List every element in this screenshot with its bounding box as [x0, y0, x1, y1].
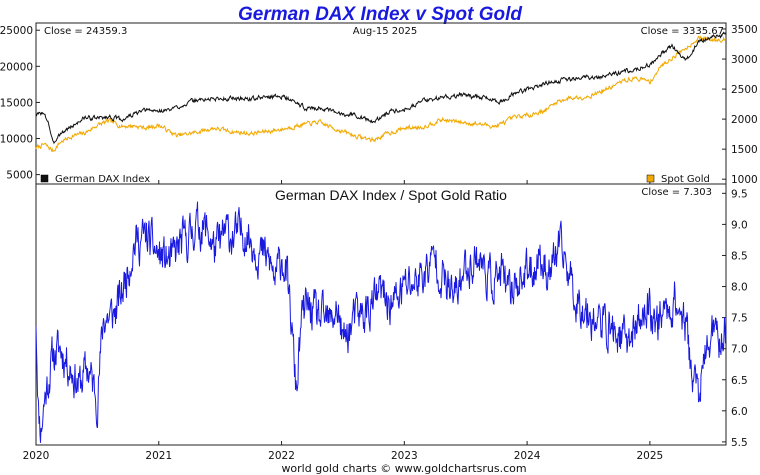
top-left-tick-label: 5000: [6, 170, 33, 182]
top-left-tick-label: 20000: [0, 61, 33, 73]
bottom-panel-frame: [35, 183, 727, 446]
legend-dax-label: German DAX Index: [55, 174, 150, 185]
ratio-tick-label: 8.0: [731, 282, 748, 294]
legend-gold-swatch: [646, 174, 655, 183]
top-right-tick-label: 3000: [731, 54, 758, 66]
top-left-tick-label: 25000: [0, 25, 33, 37]
ratio-tick-label: 6.5: [731, 375, 748, 387]
top-right-tick-label: 2500: [731, 84, 758, 96]
gold-close-annotation: Close = 3335.67: [641, 26, 724, 37]
bottom-series-group: [35, 201, 727, 443]
ratio-tick-label: 5.5: [731, 437, 748, 449]
bottom-right-axis: 5.5 6.0 6.5 7.0 7.5 8.0 8.5 9.0 9.5: [722, 188, 748, 449]
date-annotation: Aug-15 2025: [353, 26, 418, 37]
x-axis: 2020 2021 2022 2023 2024 2025: [23, 180, 664, 462]
top-left-tick-label: 15000: [0, 97, 33, 109]
dax-close-annotation: Close = 24359.3: [44, 26, 127, 37]
footer-credit: world gold charts © www.goldchartsrus.co…: [281, 462, 526, 475]
dax-series-line: [35, 31, 727, 145]
top-left-tick-label: 10000: [0, 134, 33, 146]
chart-title: German DAX Index v Spot Gold: [238, 4, 522, 25]
ratio-tick-label: 8.5: [731, 250, 748, 262]
top-right-tick-label: 1000: [731, 174, 758, 186]
ratio-tick-label: 7.0: [731, 344, 748, 356]
ratio-series-line: [35, 201, 727, 443]
top-right-axis: 1000 1500 2000 2500 3000 3500: [722, 24, 758, 186]
x-tick-label: 2023: [391, 450, 418, 462]
legend-dax-swatch: [40, 174, 49, 183]
x-tick-label: 2020: [23, 450, 50, 462]
top-right-tick-label: 1500: [731, 144, 758, 156]
ratio-tick-label: 7.5: [731, 313, 748, 325]
top-series-group: [35, 31, 727, 153]
top-left-axis: 5000 10000 15000 20000 25000: [0, 25, 40, 182]
ratio-tick-label: 6.0: [731, 406, 748, 418]
x-tick-label: 2025: [637, 450, 664, 462]
ratio-close-annotation: Close = 7.303: [641, 187, 712, 198]
gold-series-line: [35, 35, 727, 153]
ratio-tick-label: 9.5: [731, 188, 748, 200]
top-right-tick-label: 2000: [731, 114, 758, 126]
x-tick-label: 2024: [514, 450, 541, 462]
ratio-panel-title: German DAX Index / Spot Gold Ratio: [275, 187, 507, 203]
x-tick-label: 2022: [268, 450, 295, 462]
x-tick-label: 2021: [145, 450, 172, 462]
legend-gold-label: Spot Gold: [661, 174, 710, 185]
top-right-tick-label: 3500: [731, 24, 758, 36]
ratio-tick-label: 9.0: [731, 219, 748, 231]
